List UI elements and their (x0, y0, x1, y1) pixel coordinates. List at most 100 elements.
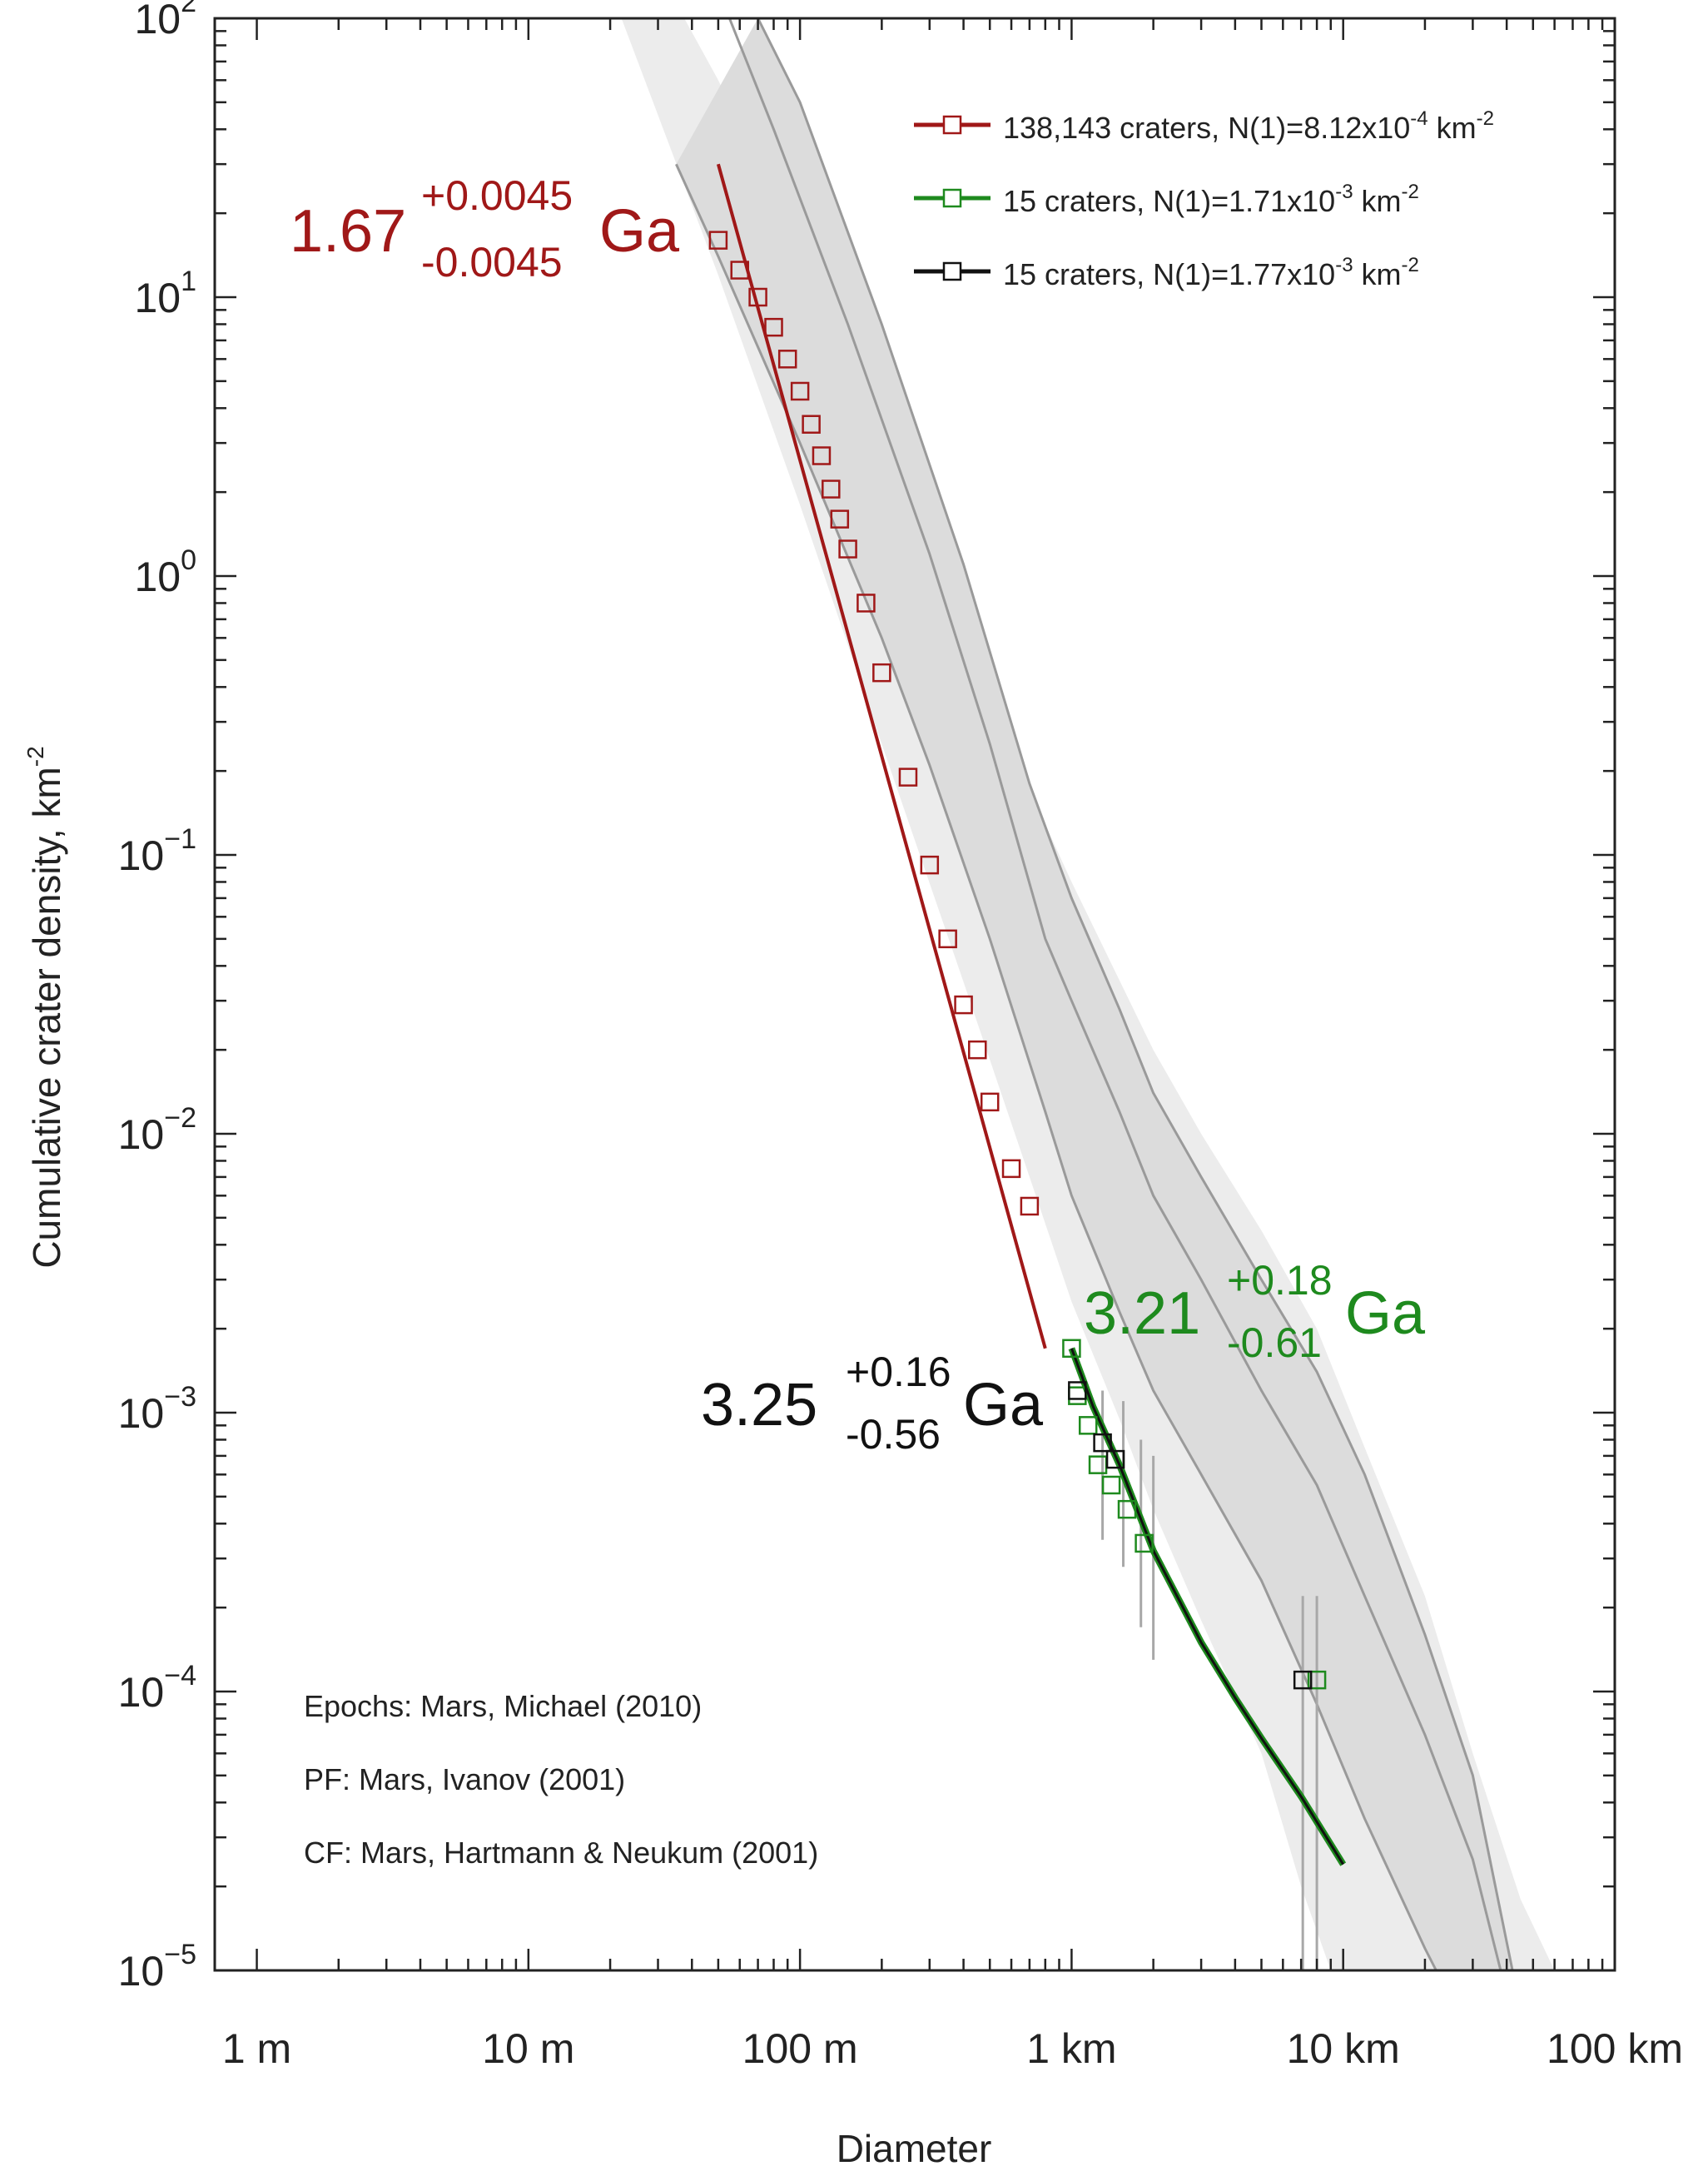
data-point-s1-3 (748, 287, 767, 307)
fit-lines (716, 163, 1347, 1866)
isochron-curve-2 (728, 18, 1502, 1970)
y-tick-label: 10−1 (118, 823, 196, 879)
isochron-bands (621, 18, 1555, 1970)
data-point-s3-2 (1093, 1433, 1112, 1453)
legend-count: 15 (1003, 184, 1036, 218)
legend: 138,143 craters, N(1)=8.12x10-4 km-215 c… (914, 107, 1494, 291)
legend-count: 138,143 (1003, 111, 1111, 145)
legend-marker-3 (942, 261, 962, 281)
legend-label-3: 15 craters, N(1)=1.77x10-3 km-2 (1003, 254, 1419, 291)
age-value-2: 3.21 (1084, 1280, 1200, 1347)
y-tick-base: 10 (118, 1669, 165, 1716)
age-minus-2: -0.61 (1227, 1319, 1322, 1366)
y-tick-base: 10 (118, 1111, 165, 1158)
legend-marker-2 (942, 188, 962, 208)
y-axis-label-text: Cumulative crater density, km (25, 767, 68, 1268)
x-tick-label: 1 m (222, 2025, 291, 2072)
y-tick-label: 10−3 (118, 1381, 196, 1437)
fit-curve-black (1070, 1348, 1344, 1866)
y-tick-label: 102 (134, 0, 196, 42)
isochron-curve-3 (757, 18, 1514, 1970)
y-tick-label: 10−5 (118, 1939, 196, 1995)
data-point-s2-7 (1135, 1533, 1154, 1553)
legend-exp1: -3 (1335, 181, 1353, 203)
legend-prefix: craters, N(1)=8.12x10 (1111, 111, 1410, 145)
data-point-s1-4 (764, 317, 783, 337)
data-point-s2-8 (1307, 1670, 1327, 1690)
data-point-s1-2 (730, 261, 749, 280)
x-tick-label: 10 m (482, 2025, 574, 2072)
legend-label-2: 15 craters, N(1)=1.71x10-3 km-2 (1003, 181, 1419, 218)
age-unit-1: Ga (599, 198, 680, 265)
y-tick-base: 10 (118, 832, 165, 879)
legend-unit: km (1353, 257, 1402, 291)
uncertainty-band-inner (676, 18, 1513, 1970)
data-point-s1-17 (954, 995, 973, 1015)
legend-exp2: -2 (1402, 181, 1419, 203)
data-point-s1-21 (1020, 1196, 1040, 1216)
fit-line-red (716, 163, 1047, 1349)
x-axis-label: Diameter (837, 2127, 992, 2170)
data-point-s1-11 (838, 539, 857, 559)
y-tick-exp: 2 (181, 0, 196, 18)
data-point-s1-1 (708, 231, 728, 250)
legend-exp2: -2 (1402, 254, 1419, 276)
legend-unit: km (1428, 111, 1477, 145)
plot-frame (213, 17, 1616, 1972)
y-tick-exp: 1 (181, 266, 196, 297)
age-unit-3: Ga (963, 1372, 1044, 1438)
data-point-s1-15 (920, 855, 940, 875)
y-tick-label: 10−2 (118, 1102, 196, 1158)
y-tick-base: 10 (118, 1948, 165, 1995)
y-tick-exp: −5 (164, 1939, 196, 1970)
data-point-s2-6 (1117, 1499, 1137, 1519)
axis-ticks (215, 17, 1616, 1972)
data-point-s2-5 (1101, 1475, 1121, 1495)
data-point-s1-6 (790, 381, 810, 401)
data-point-s2-3 (1078, 1416, 1098, 1435)
age-unit-2: Ga (1345, 1280, 1426, 1347)
data-point-s1-19 (980, 1092, 1000, 1112)
data-point-s2-2 (1068, 1386, 1087, 1405)
age-plus-3: +0.16 (846, 1349, 951, 1395)
y-tick-exp: −4 (164, 1660, 196, 1692)
y-tick-label: 100 (134, 544, 196, 600)
legend-unit: km (1353, 184, 1402, 218)
data-point-s1-5 (777, 350, 797, 369)
x-tick-labels: 1 m 10 m 100 m 1 km 10 km 100 km (222, 2025, 1683, 2072)
y-tick-exp: 0 (181, 544, 196, 576)
data-point-s1-7 (802, 415, 821, 434)
model-notes: Epochs: Mars, Michael (2010) PF: Mars, Iv… (304, 1689, 818, 1870)
data-point-s1-9 (822, 479, 841, 499)
y-tick-label: 10−4 (118, 1660, 196, 1716)
model-note-1: Epochs: Mars, Michael (2010) (304, 1689, 702, 1723)
y-axis-label: Cumulative crater density, km-2 (22, 746, 68, 1268)
y-tick-exp: −2 (164, 1102, 196, 1134)
model-note-2: PF: Mars, Ivanov (2001) (304, 1762, 625, 1796)
age-value-1: 1.67 (290, 198, 406, 265)
age-plus-2: +0.18 (1227, 1257, 1333, 1304)
legend-prefix: craters, N(1)=1.77x10 (1036, 257, 1335, 291)
data-point-s1-13 (872, 663, 891, 683)
legend-count: 15 (1003, 257, 1036, 291)
x-tick-label: 100 m (742, 2025, 858, 2072)
x-tick-label: 100 km (1547, 2025, 1683, 2072)
data-point-s3-4 (1293, 1670, 1313, 1690)
legend-exp1: -4 (1410, 107, 1427, 130)
error-bars (1101, 1390, 1318, 1970)
age-minus-1: -0.0045 (421, 239, 563, 286)
y-axis-label-exponent: -2 (22, 746, 48, 767)
data-point-s1-14 (898, 768, 918, 787)
y-tick-base: 10 (134, 275, 181, 321)
x-tick-label: 1 km (1026, 2025, 1116, 2072)
data-point-s1-12 (856, 594, 876, 613)
age-plus-1: +0.0045 (421, 172, 573, 219)
data-point-s1-18 (968, 1040, 987, 1060)
y-tick-base: 10 (134, 554, 181, 600)
x-tick-label: 10 km (1287, 2025, 1400, 2072)
legend-exp2: -2 (1477, 107, 1494, 130)
data-point-s1-8 (812, 446, 832, 465)
y-tick-base: 10 (118, 1390, 165, 1437)
